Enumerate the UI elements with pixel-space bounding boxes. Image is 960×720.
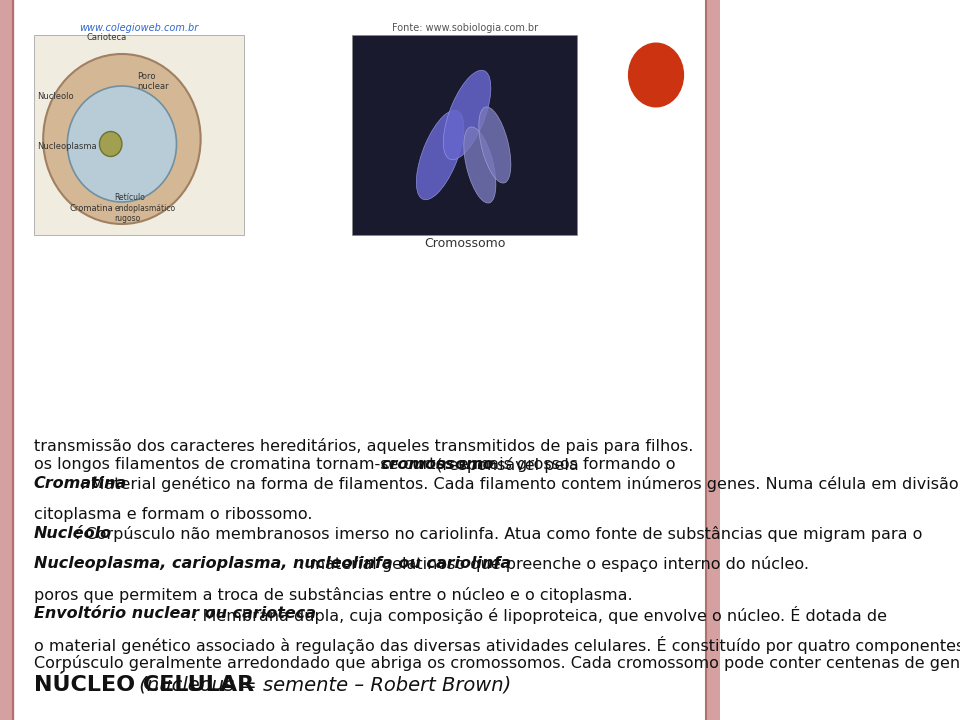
Ellipse shape [43, 54, 201, 224]
Ellipse shape [464, 127, 496, 203]
Text: Poro
nuclear: Poro nuclear [137, 71, 169, 91]
Text: o material genético associado à regulação das diversas atividades celulares. É c: o material genético associado à regulaçã… [34, 636, 960, 654]
Text: cromossomo: cromossomo [380, 457, 493, 472]
Text: Cromatina: Cromatina [34, 477, 127, 492]
Ellipse shape [100, 132, 122, 156]
Text: : material gelatinoso que preenche o espaço interno do núcleo.: : material gelatinoso que preenche o esp… [299, 557, 809, 572]
Ellipse shape [67, 86, 177, 202]
Text: Nucleolo: Nucleolo [37, 92, 74, 101]
Text: (responsável pela: (responsável pela [431, 457, 579, 474]
Text: Nucleoplasma: Nucleoplasma [37, 142, 97, 151]
Text: : Membrana dupla, cuja composição é lipoproteica, que envolve o núcleo. É dotada: : Membrana dupla, cuja composição é lipo… [192, 606, 887, 624]
Text: Cromossomo: Cromossomo [424, 237, 506, 250]
Text: NÚCLEO CELULAR: NÚCLEO CELULAR [34, 675, 253, 695]
Ellipse shape [444, 71, 491, 160]
Text: os longos filamentos de cromatina tornam-se curtos e mais grossos formando o: os longos filamentos de cromatina tornam… [34, 457, 681, 472]
Text: Fonte: www.sobiologia.com.br: Fonte: www.sobiologia.com.br [392, 23, 538, 33]
Text: (nucleous = semente – Robert Brown): (nucleous = semente – Robert Brown) [133, 675, 512, 695]
Text: poros que permitem a troca de substâncias entre o núcleo e o citoplasma.: poros que permitem a troca de substância… [34, 587, 633, 603]
Text: transmissão dos caracteres hereditários, aqueles transmitidos de pais para filho: transmissão dos caracteres hereditários,… [34, 438, 693, 454]
Text: Corpúsculo geralmente arredondado que abriga os cromossomos. Cada cromossomo pod: Corpúsculo geralmente arredondado que ab… [34, 655, 960, 671]
Bar [0, 0, 13, 720]
Text: Carioteca: Carioteca [86, 33, 127, 42]
Bar [707, 0, 720, 720]
Text: Nucleoplasma, carioplasma, nucleolinfa ou cariolinfa: Nucleoplasma, carioplasma, nucleolinfa o… [34, 557, 511, 571]
Text: citoplasma e formam o ribossomo.: citoplasma e formam o ribossomo. [34, 507, 312, 522]
Ellipse shape [628, 42, 684, 107]
Bar [352, 35, 577, 235]
Ellipse shape [417, 110, 464, 199]
Text: : Material genético na forma de filamentos. Cada filamento contem inúmeros genes: : Material genético na forma de filament… [80, 477, 960, 492]
Text: : Corpúsculo não membranosos imerso no cariolinfa. Atua como fonte de substância: : Corpúsculo não membranosos imerso no c… [75, 526, 922, 542]
Bar [34, 35, 244, 235]
Text: Cromatina: Cromatina [69, 204, 113, 213]
Text: www.colegioweb.com.br: www.colegioweb.com.br [79, 23, 199, 33]
Text: Retículo
endoplasmático
rugoso: Retículo endoplasmático rugoso [114, 193, 176, 223]
Ellipse shape [479, 107, 511, 183]
Text: Envoltório nuclear ou carioteca: Envoltório nuclear ou carioteca [34, 606, 316, 621]
Text: Nucléolo: Nucléolo [34, 526, 112, 541]
